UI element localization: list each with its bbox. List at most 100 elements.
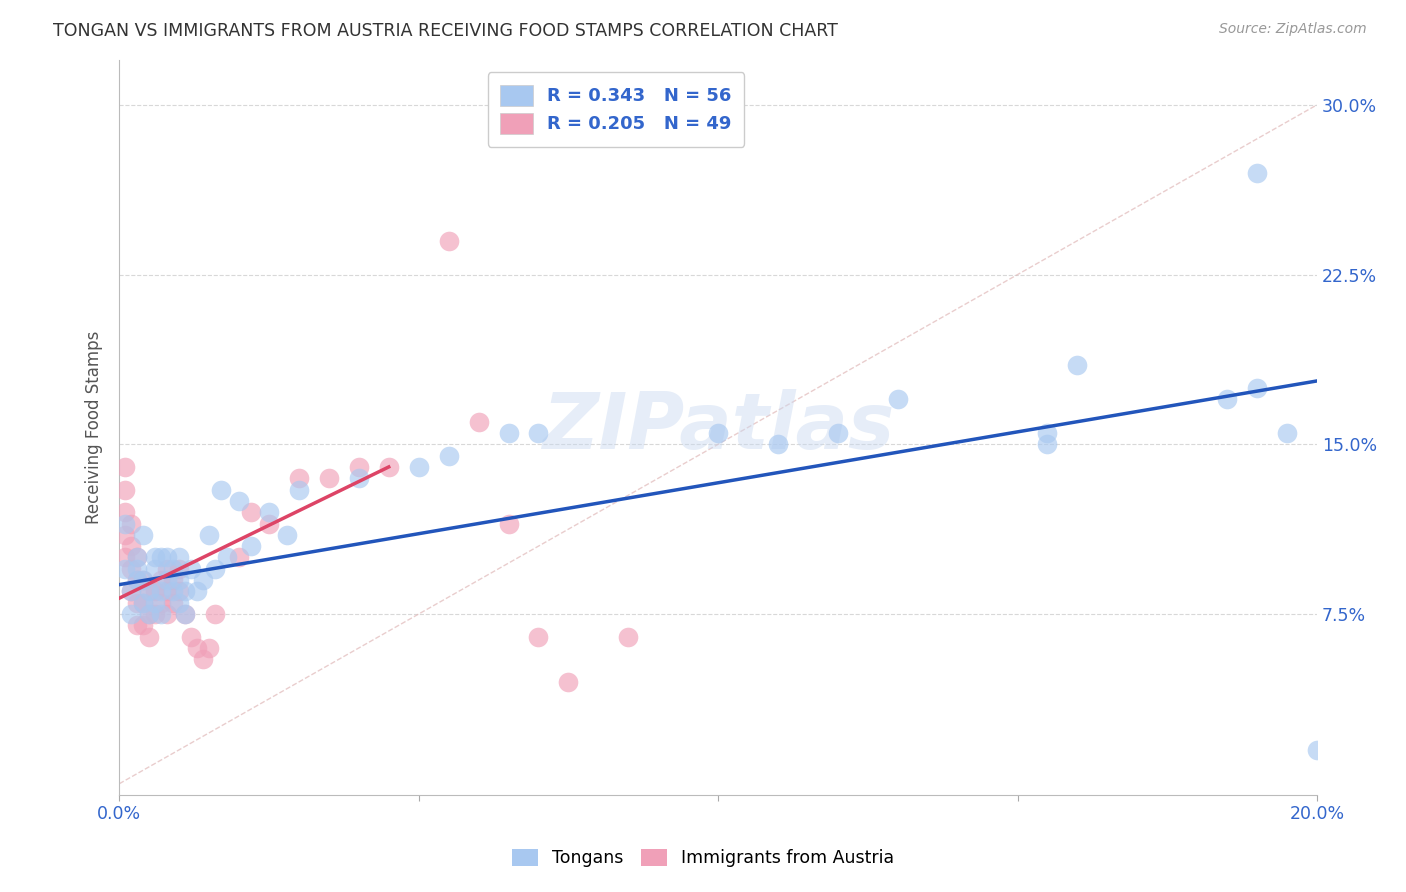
Point <box>150 607 173 621</box>
Point <box>347 459 370 474</box>
Point <box>228 494 250 508</box>
Point <box>1216 392 1239 406</box>
Point <box>180 562 202 576</box>
Point <box>132 596 155 610</box>
Point <box>150 584 173 599</box>
Point <box>156 573 179 587</box>
Point <box>288 471 311 485</box>
Point <box>138 607 160 621</box>
Point <box>191 652 214 666</box>
Point <box>240 505 263 519</box>
Point <box>766 437 789 451</box>
Point <box>186 640 208 655</box>
Point <box>1036 425 1059 440</box>
Point <box>143 550 166 565</box>
Point <box>707 425 730 440</box>
Point <box>114 550 136 565</box>
Point <box>437 234 460 248</box>
Point <box>228 550 250 565</box>
Point <box>498 425 520 440</box>
Point <box>167 573 190 587</box>
Text: TONGAN VS IMMIGRANTS FROM AUSTRIA RECEIVING FOOD STAMPS CORRELATION CHART: TONGAN VS IMMIGRANTS FROM AUSTRIA RECEIV… <box>53 22 838 40</box>
Point <box>127 618 149 632</box>
Point <box>114 483 136 497</box>
Point <box>143 584 166 599</box>
Point <box>120 584 142 599</box>
Point <box>127 550 149 565</box>
Point <box>198 640 221 655</box>
Point <box>180 630 202 644</box>
Point <box>288 483 311 497</box>
Point <box>162 584 184 599</box>
Point <box>527 630 550 644</box>
Point <box>138 584 160 599</box>
Point <box>114 516 136 531</box>
Point <box>257 505 280 519</box>
Point <box>174 584 197 599</box>
Text: ZIPatlas: ZIPatlas <box>541 389 894 466</box>
Point <box>120 539 142 553</box>
Point <box>127 562 149 576</box>
Point <box>1246 166 1268 180</box>
Point <box>127 596 149 610</box>
Point <box>162 562 184 576</box>
Point <box>114 459 136 474</box>
Point <box>162 573 184 587</box>
Point <box>120 584 142 599</box>
Point <box>204 562 226 576</box>
Point <box>198 528 221 542</box>
Point <box>167 584 190 599</box>
Point <box>215 550 238 565</box>
Point <box>1306 743 1329 757</box>
Point <box>150 573 173 587</box>
Point <box>167 562 190 576</box>
Point <box>617 630 640 644</box>
Point <box>498 516 520 531</box>
Point <box>150 596 173 610</box>
Point <box>557 674 579 689</box>
Legend: R = 0.343   N = 56, R = 0.205   N = 49: R = 0.343 N = 56, R = 0.205 N = 49 <box>488 72 744 146</box>
Point <box>377 459 399 474</box>
Legend: Tongans, Immigrants from Austria: Tongans, Immigrants from Austria <box>505 842 901 874</box>
Point <box>1275 425 1298 440</box>
Point <box>143 607 166 621</box>
Point <box>347 471 370 485</box>
Point <box>127 573 149 587</box>
Point <box>167 596 190 610</box>
Point <box>1036 437 1059 451</box>
Point <box>138 630 160 644</box>
Point <box>143 562 166 576</box>
Point <box>1246 381 1268 395</box>
Point <box>827 425 849 440</box>
Point <box>186 584 208 599</box>
Point <box>132 618 155 632</box>
Point <box>167 550 190 565</box>
Point <box>156 562 179 576</box>
Point <box>114 562 136 576</box>
Point <box>156 584 179 599</box>
Point <box>467 415 489 429</box>
Point <box>1066 358 1088 372</box>
Point <box>174 607 197 621</box>
Point <box>132 573 155 587</box>
Point <box>408 459 430 474</box>
Point <box>527 425 550 440</box>
Y-axis label: Receiving Food Stamps: Receiving Food Stamps <box>86 331 103 524</box>
Point <box>114 505 136 519</box>
Point <box>887 392 910 406</box>
Point <box>120 516 142 531</box>
Point <box>204 607 226 621</box>
Point <box>138 607 160 621</box>
Point <box>209 483 232 497</box>
Point <box>156 550 179 565</box>
Point <box>120 607 142 621</box>
Point <box>132 528 155 542</box>
Point <box>127 550 149 565</box>
Point <box>162 596 184 610</box>
Point <box>437 449 460 463</box>
Point <box>138 584 160 599</box>
Point <box>143 596 166 610</box>
Point <box>127 573 149 587</box>
Point <box>191 573 214 587</box>
Point <box>276 528 298 542</box>
